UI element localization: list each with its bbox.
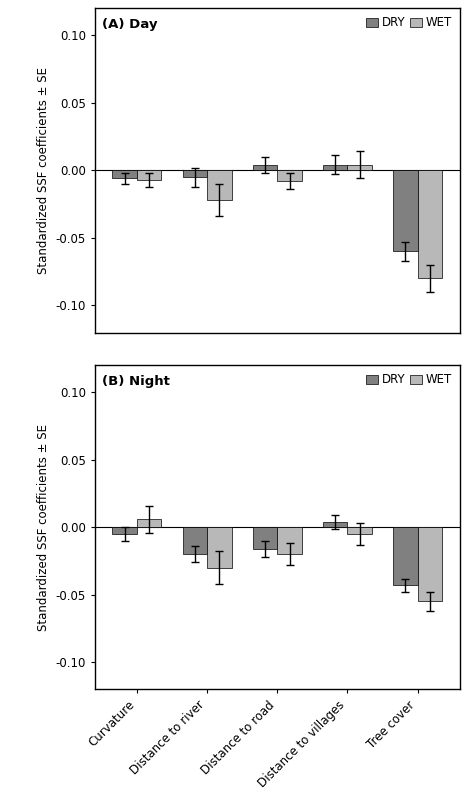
Bar bbox=[137, 519, 162, 527]
Text: (B) Night: (B) Night bbox=[102, 375, 170, 388]
Bar bbox=[207, 527, 232, 568]
Legend: DRY, WET: DRY, WET bbox=[364, 14, 454, 32]
Y-axis label: Standardized SSF coefficients ± SE: Standardized SSF coefficients ± SE bbox=[37, 423, 50, 631]
Bar bbox=[207, 170, 232, 200]
Bar bbox=[182, 527, 207, 554]
Bar bbox=[112, 170, 137, 178]
Bar bbox=[393, 170, 418, 251]
Y-axis label: Standardized SSF coefficients ± SE: Standardized SSF coefficients ± SE bbox=[37, 67, 50, 274]
Bar bbox=[347, 165, 372, 170]
Bar bbox=[393, 527, 418, 586]
Bar bbox=[277, 527, 302, 554]
Bar bbox=[323, 165, 347, 170]
Bar bbox=[277, 170, 302, 181]
Legend: DRY, WET: DRY, WET bbox=[364, 371, 454, 388]
Bar bbox=[418, 170, 442, 278]
Bar bbox=[418, 527, 442, 602]
Bar bbox=[137, 170, 162, 180]
Text: (A) Day: (A) Day bbox=[102, 18, 157, 31]
Bar bbox=[112, 527, 137, 534]
Bar bbox=[182, 170, 207, 177]
Bar bbox=[347, 527, 372, 534]
Bar bbox=[253, 527, 277, 549]
Bar bbox=[253, 165, 277, 170]
Bar bbox=[323, 521, 347, 527]
